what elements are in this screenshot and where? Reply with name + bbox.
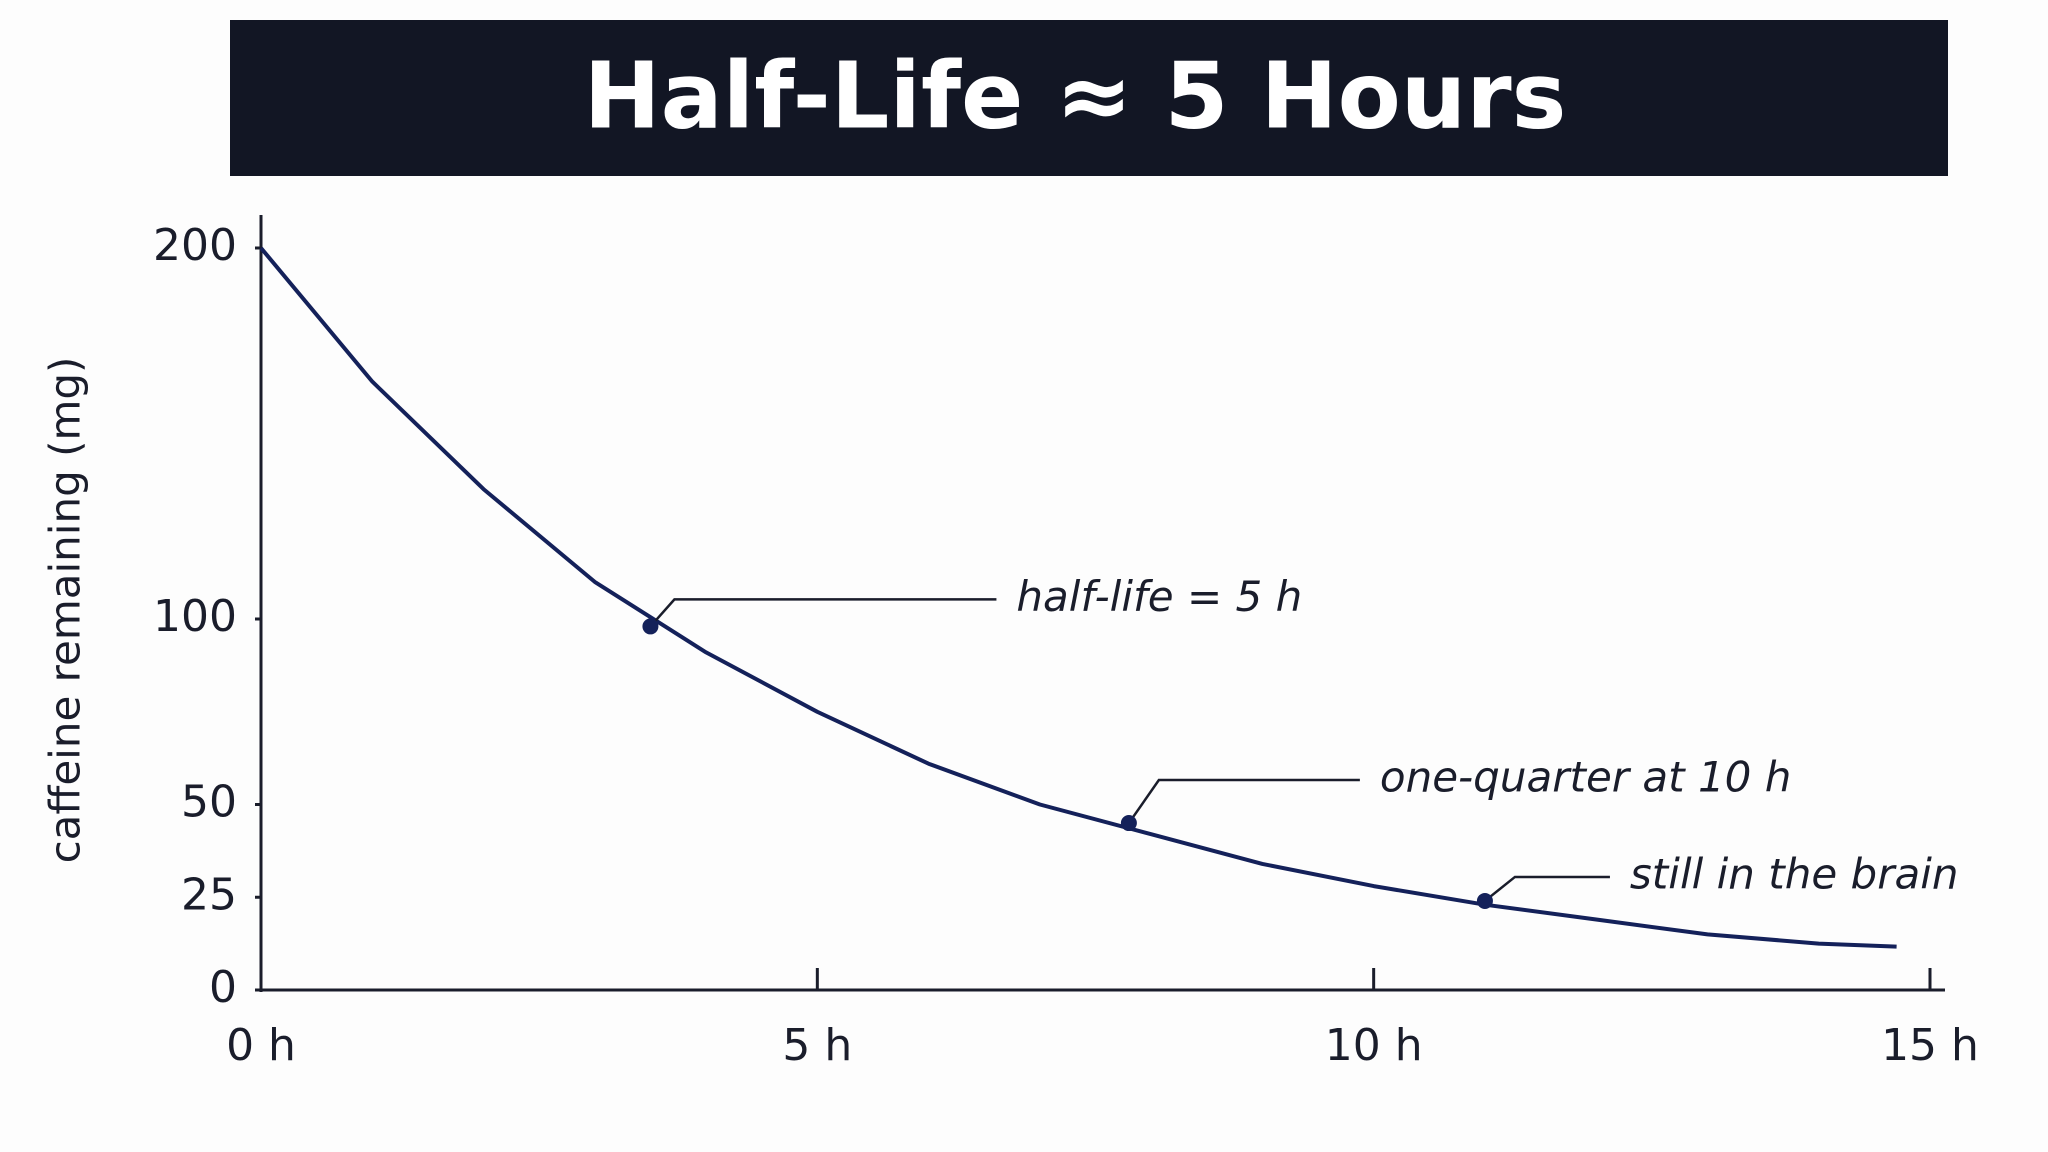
x-tick-label: 10 h	[1325, 1020, 1423, 1071]
annotation-label: half-life = 5 h	[1016, 572, 1302, 621]
x-tick-label: 0 h	[226, 1020, 296, 1071]
annotation-point	[1120, 815, 1137, 832]
chart-title: Half-Life ≈ 5 Hours	[584, 42, 1567, 149]
x-tick-label: 5 h	[782, 1020, 852, 1071]
y-axis-label: caffeine remaining (mg)	[41, 357, 90, 864]
annotation-point	[642, 618, 659, 635]
leader-line	[1484, 875, 1610, 902]
y-tick-label: 100	[153, 591, 237, 642]
data-line	[259, 246, 1897, 949]
y-tick-label: 200	[153, 220, 237, 271]
title-bar	[230, 20, 1948, 176]
x-tick-label: 15 h	[1881, 1020, 1979, 1071]
y-tick-label: 50	[181, 777, 237, 828]
annotation-label: still in the brain	[1630, 849, 1959, 898]
annotation-point	[1476, 892, 1493, 909]
y-tick-label: 25	[181, 869, 237, 920]
leader-line	[649, 598, 997, 628]
annotation-label: one-quarter at 10 h	[1380, 753, 1792, 802]
y-tick-label: 0	[209, 962, 237, 1013]
leader-line	[1127, 778, 1360, 824]
